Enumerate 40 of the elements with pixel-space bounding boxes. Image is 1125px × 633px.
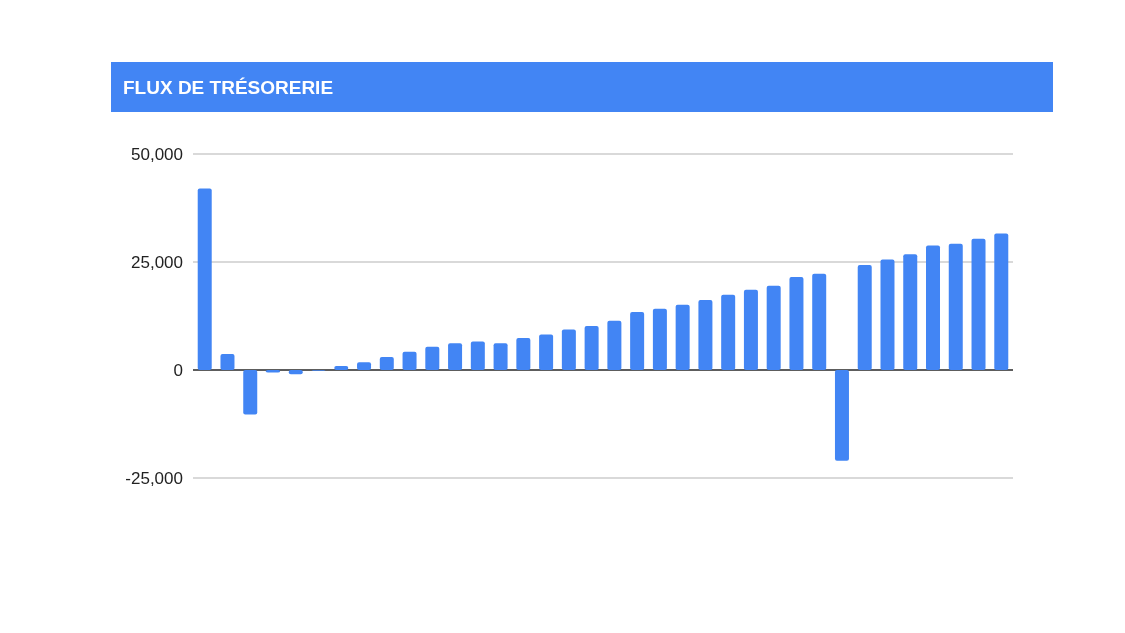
bar — [789, 277, 804, 370]
bar — [584, 325, 599, 370]
bar — [402, 351, 417, 370]
bar — [675, 304, 690, 370]
bar — [926, 245, 940, 370]
bar — [721, 294, 736, 370]
bar — [470, 341, 485, 370]
bar — [652, 308, 667, 370]
bar — [812, 273, 827, 370]
bar — [561, 329, 576, 370]
bar — [425, 346, 440, 370]
bar — [971, 238, 986, 370]
bar — [880, 259, 895, 370]
y-tick-label: -25,000 — [125, 468, 183, 488]
bar — [948, 243, 963, 370]
bar — [288, 370, 303, 375]
bar — [903, 254, 918, 370]
y-tick-label: 0 — [173, 360, 183, 380]
bar — [743, 289, 758, 370]
bar — [493, 343, 508, 370]
bar — [607, 320, 622, 370]
y-tick-label: 50,000 — [131, 144, 183, 164]
bar — [834, 370, 849, 461]
bar — [448, 343, 463, 370]
y-tick-label: 25,000 — [131, 252, 183, 272]
bar — [857, 265, 872, 370]
bar — [334, 366, 349, 370]
chart-title: FLUX DE TRÉSORERIE — [123, 77, 334, 98]
bar — [539, 334, 554, 370]
bar — [630, 312, 645, 370]
bar — [243, 370, 258, 415]
bar — [379, 357, 394, 370]
bar — [357, 362, 372, 370]
bar — [220, 354, 235, 370]
bar — [266, 370, 280, 373]
bar — [766, 285, 781, 370]
bar — [698, 300, 713, 370]
bar — [197, 188, 212, 370]
bar — [994, 233, 1009, 370]
bar — [516, 338, 531, 370]
